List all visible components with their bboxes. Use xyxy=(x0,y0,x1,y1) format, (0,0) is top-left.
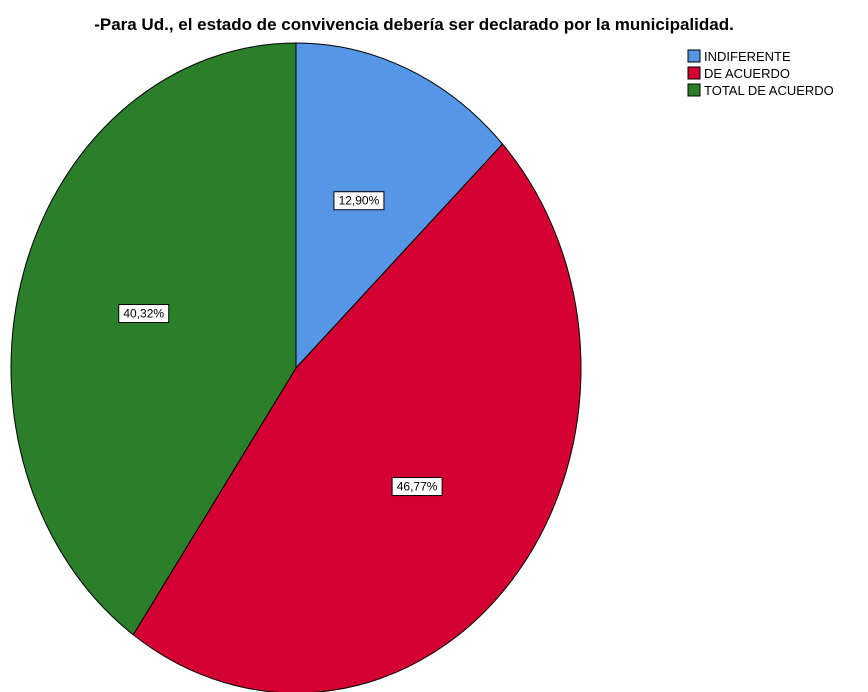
pie-slice-de-acuerdo xyxy=(132,143,582,692)
legend-label: TOTAL DE ACUERDO xyxy=(704,83,834,98)
chart-title: -Para Ud., el estado de convivencia debe… xyxy=(94,15,734,34)
legend-swatch xyxy=(687,49,701,63)
pie-slices xyxy=(10,42,582,692)
pie-data-labels: 12,90% 46,77% 40,32% xyxy=(118,191,443,497)
data-label-text: 40,32% xyxy=(123,307,164,321)
legend-item-indiferente: INDIFERENTE xyxy=(687,49,791,64)
legend-item-de-acuerdo: DE ACUERDO xyxy=(687,66,790,81)
data-label-box xyxy=(391,477,443,497)
data-label-indiferente: 12,90% xyxy=(333,191,385,211)
legend-label: INDIFERENTE xyxy=(704,49,791,64)
legend: INDIFERENTE DE ACUERDO TOTAL DE ACUERDO xyxy=(687,49,834,98)
legend-label: DE ACUERDO xyxy=(704,66,790,81)
legend-swatch xyxy=(687,83,701,97)
data-label-text: 12,90% xyxy=(339,194,380,208)
data-label-de-acuerdo: 46,77% xyxy=(391,477,443,497)
pie-slice-indiferente xyxy=(295,42,504,370)
legend-swatch xyxy=(687,66,701,80)
data-label-text: 46,77% xyxy=(397,480,438,494)
legend-item-total-de-acuerdo: TOTAL DE ACUERDO xyxy=(687,83,834,98)
data-label-box xyxy=(333,191,385,211)
data-label-box xyxy=(118,304,170,324)
pie-slice-total-de-acuerdo xyxy=(10,42,297,636)
data-label-total-de-acuerdo: 40,32% xyxy=(118,304,170,324)
